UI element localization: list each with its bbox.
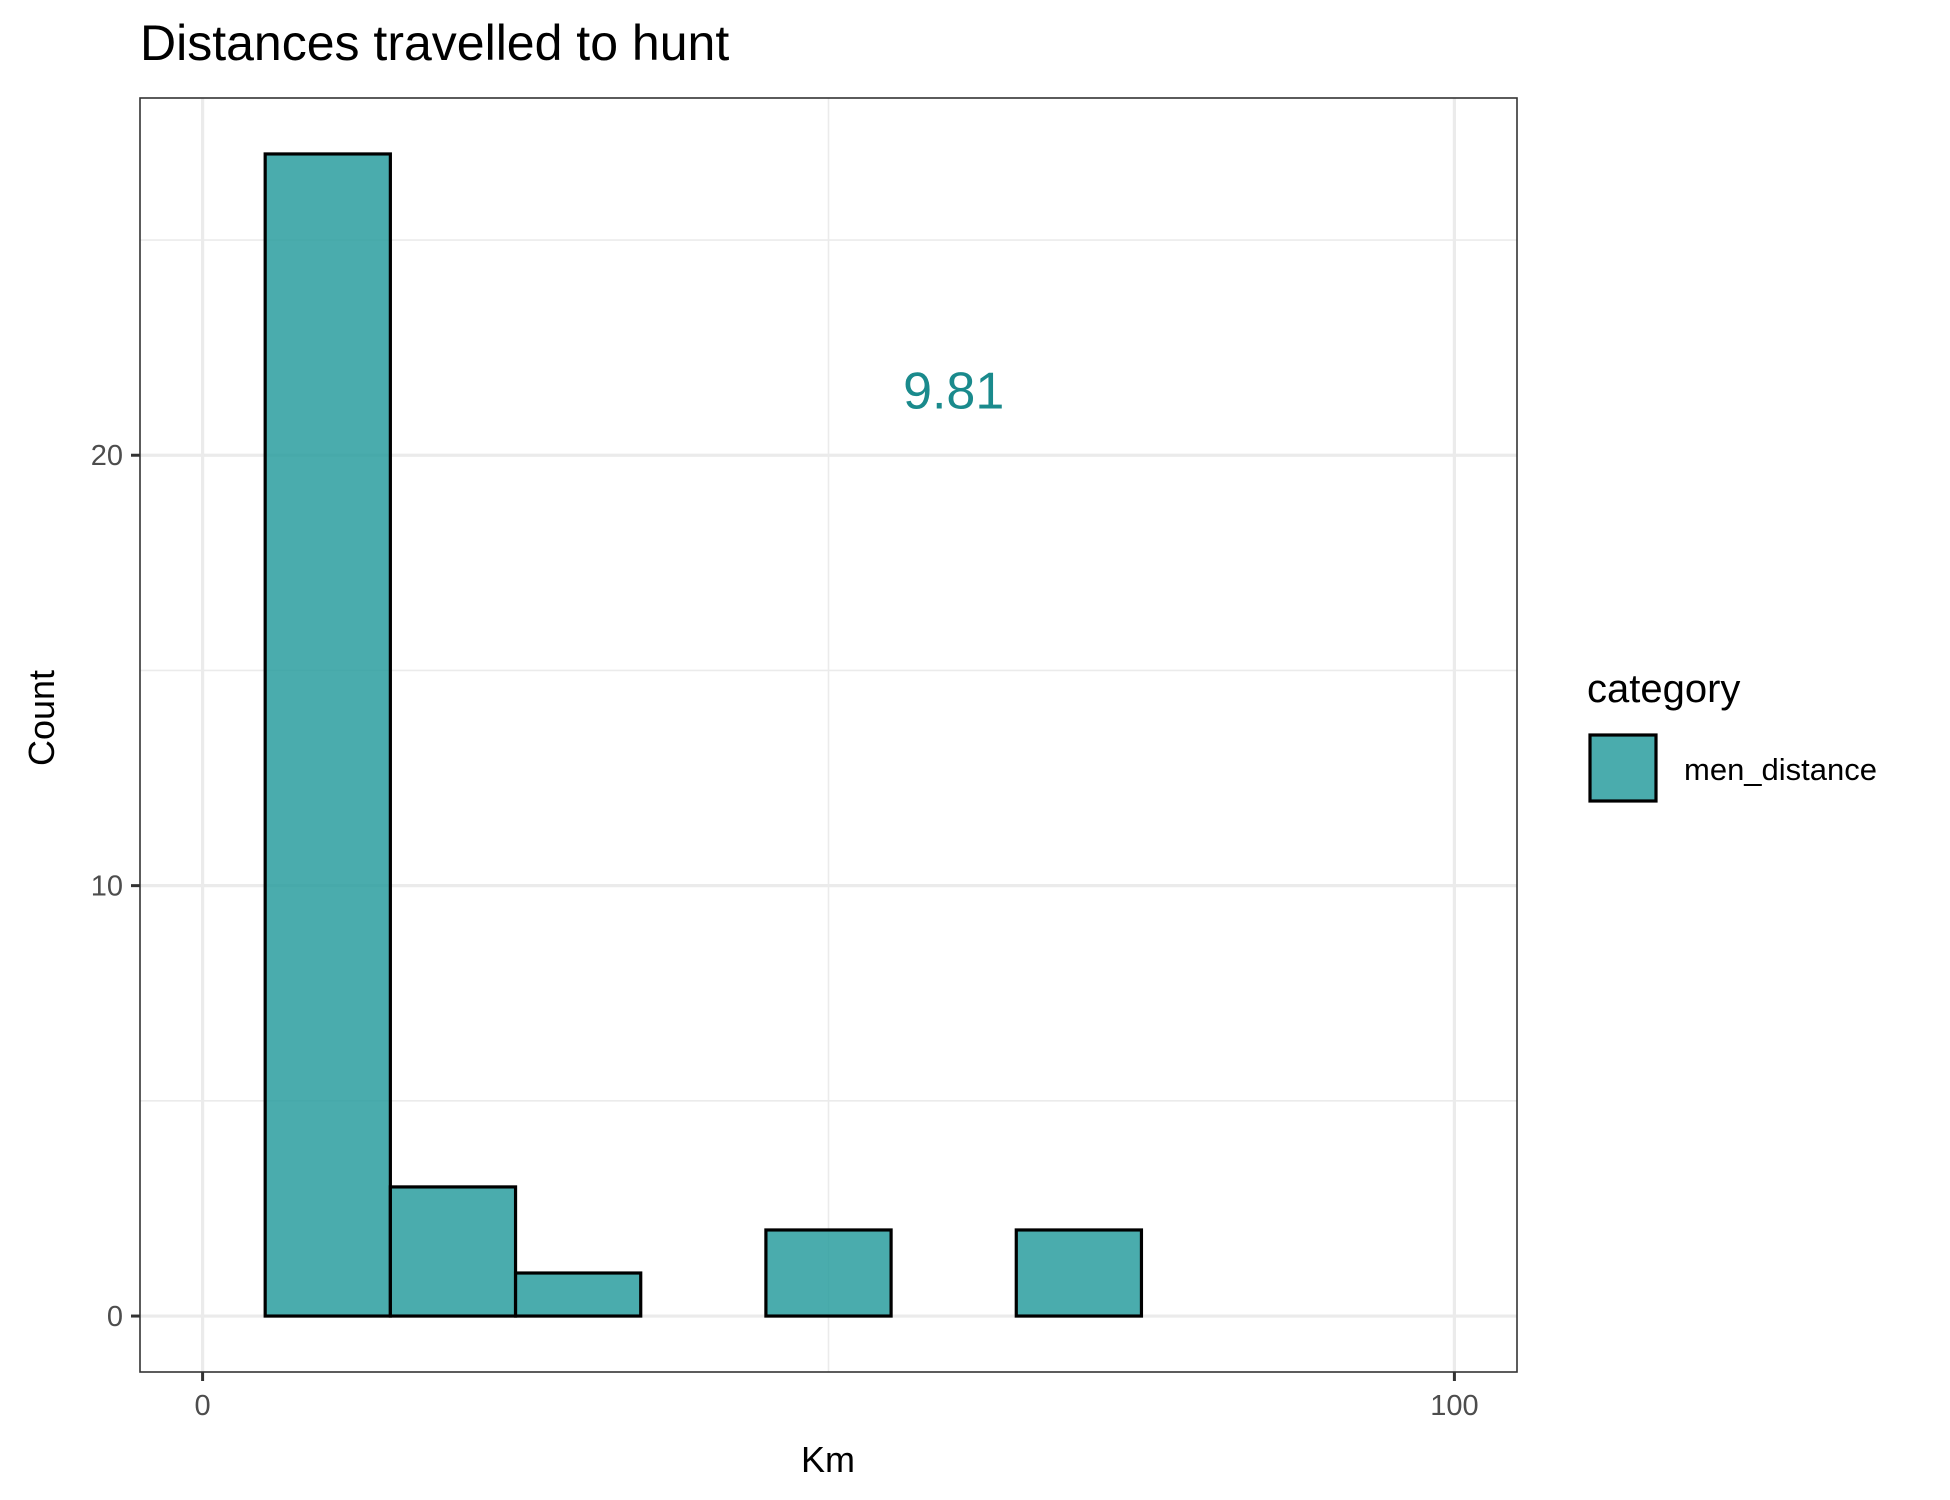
y-axis: 0 10 20 (91, 440, 140, 1333)
histogram-bar-6 (1014, 1228, 1144, 1318)
histogram-bar-2 (513, 1271, 643, 1318)
histogram-bar-1 (388, 1185, 518, 1318)
x-axis: 0 100 (195, 1372, 1479, 1422)
y-axis-title: Count (21, 670, 62, 766)
legend-key-men-distance (1588, 733, 1658, 803)
x-tick-label: 0 (195, 1390, 211, 1422)
histogram-bar-0 (263, 152, 392, 1318)
x-tick-label: 100 (1430, 1390, 1478, 1422)
y-tick-label: 0 (107, 1301, 123, 1333)
legend: category men_distance (1587, 667, 1877, 803)
plot-panel: 9.81 (139, 97, 1518, 1373)
y-tick-label: 20 (91, 440, 123, 472)
bars-layer (263, 152, 1144, 1318)
y-tick-label: 10 (91, 871, 123, 903)
panel-border (139, 97, 1518, 1373)
legend-label-men-distance: men_distance (1684, 752, 1877, 787)
x-axis-title: Km (801, 1439, 855, 1480)
mean-annotation: 9.81 (903, 363, 1004, 421)
legend-title: category (1587, 667, 1740, 711)
chart-title: Distances travelled to hunt (140, 15, 729, 71)
histogram-bar-4 (764, 1228, 893, 1318)
